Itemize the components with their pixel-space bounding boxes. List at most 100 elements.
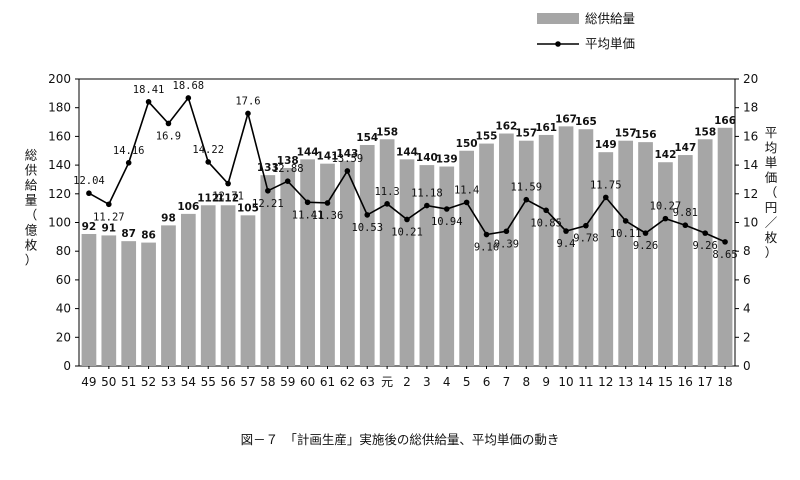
legend-bar-label: 総供給量 xyxy=(585,11,635,26)
price-value-label: 12.88 xyxy=(272,163,304,175)
x-tick-label-61: 61 xyxy=(320,375,335,389)
x-tick-label-60: 60 xyxy=(300,375,315,389)
x-tick-label-4: 4 xyxy=(443,375,451,389)
price-value-label: 14.22 xyxy=(192,144,224,156)
figure-caption: 図－７ 「計画生産」実施後の総供給量、平均単価の動き xyxy=(241,432,560,447)
price-point-元 xyxy=(384,201,390,207)
price-point-63 xyxy=(364,212,371,218)
x-tick-label-6: 6 xyxy=(483,375,491,389)
bar-13 xyxy=(618,140,634,366)
price-point-4 xyxy=(443,206,450,212)
x-tick-label-12: 12 xyxy=(598,375,613,389)
bar-11 xyxy=(578,129,594,366)
bar-value-label: 158 xyxy=(694,126,716,138)
price-value-label: 10.53 xyxy=(351,222,383,234)
bar-value-label: 157 xyxy=(615,128,637,140)
bar-60 xyxy=(300,159,315,366)
bar-value-label: 142 xyxy=(654,149,676,161)
right-tick-label: 16 xyxy=(743,129,758,143)
left-tick-label: 100 xyxy=(48,216,71,230)
x-tick-label-8: 8 xyxy=(522,375,530,389)
price-value-label: 8.65 xyxy=(712,249,737,261)
x-tick-label-51: 51 xyxy=(121,375,136,389)
price-value-label: 11.18 xyxy=(411,188,443,200)
bar-value-label: 92 xyxy=(82,221,97,233)
price-point-57 xyxy=(245,110,251,117)
bar-55 xyxy=(200,205,216,366)
right-tick-label: 14 xyxy=(743,158,758,172)
x-tick-label-62: 62 xyxy=(340,375,355,389)
bar-value-label: 147 xyxy=(674,142,696,154)
price-value-label: 11.75 xyxy=(590,179,622,191)
price-value-label: 13.59 xyxy=(332,153,364,165)
price-value-label: 11.27 xyxy=(93,211,125,223)
left-tick-label: 140 xyxy=(48,158,71,172)
x-tick-label-元: 元 xyxy=(381,375,393,389)
bar-value-label: 155 xyxy=(476,131,498,143)
bar-2 xyxy=(399,159,415,366)
x-tick-label-57: 57 xyxy=(240,375,255,389)
price-value-label: 17.6 xyxy=(235,95,260,107)
price-value-label: 9.81 xyxy=(673,207,698,219)
price-point-16 xyxy=(682,222,689,229)
price-point-11 xyxy=(583,222,589,229)
price-point-6 xyxy=(483,231,490,238)
legend-bar-swatch xyxy=(537,13,579,24)
bar-value-label: 112 xyxy=(197,192,219,204)
bar-value-label: 91 xyxy=(102,222,117,234)
bar-7 xyxy=(499,133,514,366)
left-tick-label: 80 xyxy=(56,244,71,258)
price-value-label: 12.21 xyxy=(252,198,284,210)
price-point-10 xyxy=(563,228,569,234)
bar-63 xyxy=(359,145,375,366)
right-tick-label: 18 xyxy=(743,101,758,115)
price-value-label: 9.78 xyxy=(573,233,598,245)
price-point-62 xyxy=(344,168,351,174)
bar-value-label: 106 xyxy=(177,201,199,213)
left-tick-label: 180 xyxy=(48,101,71,115)
right-axis-title: 平均単価（円／枚） xyxy=(765,125,778,260)
price-point-15 xyxy=(662,215,669,222)
bar-value-label: 138 xyxy=(277,155,299,167)
price-point-52 xyxy=(145,99,152,105)
x-tick-label-63: 63 xyxy=(360,375,375,389)
bar-59 xyxy=(280,167,296,366)
price-point-54 xyxy=(185,95,192,101)
bar-50 xyxy=(101,235,117,366)
bar-value-label: 141 xyxy=(317,151,339,163)
price-value-label: 11.36 xyxy=(312,210,344,222)
bar-54 xyxy=(180,213,196,366)
bar-value-label: 154 xyxy=(356,132,378,144)
bar-value-label: 140 xyxy=(416,152,438,164)
price-value-label: 11.59 xyxy=(510,182,542,194)
bar-value-label: 86 xyxy=(141,230,156,242)
bar-value-label: 162 xyxy=(495,121,517,133)
bar-value-label: 144 xyxy=(396,146,418,158)
bar-元 xyxy=(379,139,395,366)
right-tick-label: 6 xyxy=(743,273,751,287)
bar-value-label: 133 xyxy=(257,162,279,174)
bar-value-label: 112 xyxy=(217,192,239,204)
right-tick-label: 2 xyxy=(743,330,751,344)
left-tick-label: 120 xyxy=(48,187,71,201)
price-point-13 xyxy=(622,218,629,224)
price-value-label: 18.41 xyxy=(133,84,165,96)
price-value-label: 12.04 xyxy=(73,175,105,187)
price-value-label: 16.9 xyxy=(156,130,181,142)
price-value-label: 18.68 xyxy=(173,80,205,92)
price-point-12 xyxy=(602,194,609,201)
bar-16 xyxy=(677,155,693,366)
bar-62 xyxy=(340,160,355,366)
left-axis-title: 総供給量（億枚） xyxy=(25,148,38,268)
bar-15 xyxy=(658,162,673,366)
price-value-label: 10.27 xyxy=(650,201,682,213)
bar-12 xyxy=(598,152,614,366)
price-point-9 xyxy=(543,207,549,214)
x-tick-label-7: 7 xyxy=(503,375,511,389)
price-point-3 xyxy=(424,202,430,209)
bar-value-label: 139 xyxy=(436,154,458,166)
price-point-61 xyxy=(324,200,331,206)
bar-56 xyxy=(220,205,236,366)
right-tick-label: 10 xyxy=(743,216,758,230)
